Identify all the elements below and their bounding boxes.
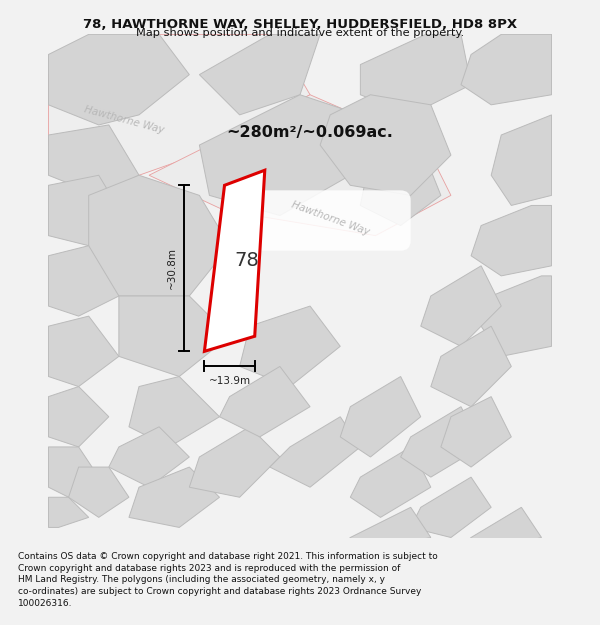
Polygon shape — [239, 306, 340, 386]
Polygon shape — [49, 316, 119, 386]
Polygon shape — [401, 407, 481, 477]
Polygon shape — [199, 95, 361, 216]
Polygon shape — [350, 447, 431, 518]
Polygon shape — [68, 467, 129, 518]
Polygon shape — [431, 326, 511, 407]
Polygon shape — [119, 296, 230, 376]
Polygon shape — [49, 498, 89, 528]
Polygon shape — [49, 34, 310, 175]
Text: Hawthorne Way: Hawthorne Way — [290, 199, 371, 237]
Polygon shape — [49, 34, 190, 125]
Polygon shape — [205, 170, 265, 351]
Text: Contains OS data © Crown copyright and database right 2021. This information is : Contains OS data © Crown copyright and d… — [18, 552, 438, 608]
Polygon shape — [89, 175, 230, 296]
Polygon shape — [190, 427, 280, 498]
Polygon shape — [461, 34, 551, 105]
Polygon shape — [199, 34, 320, 115]
Polygon shape — [471, 206, 551, 276]
Text: Hawthorne Way: Hawthorne Way — [83, 104, 165, 136]
Polygon shape — [109, 427, 190, 488]
Polygon shape — [49, 175, 129, 246]
Text: Map shows position and indicative extent of the property.: Map shows position and indicative extent… — [136, 28, 464, 38]
Polygon shape — [49, 125, 139, 196]
Polygon shape — [461, 508, 542, 548]
Polygon shape — [49, 246, 119, 316]
Polygon shape — [320, 95, 451, 196]
Text: 78, HAWTHORNE WAY, SHELLEY, HUDDERSFIELD, HD8 8PX: 78, HAWTHORNE WAY, SHELLEY, HUDDERSFIELD… — [83, 18, 517, 31]
Polygon shape — [481, 276, 551, 356]
Polygon shape — [49, 386, 109, 447]
Polygon shape — [49, 447, 99, 498]
Text: 78: 78 — [235, 251, 260, 270]
Polygon shape — [491, 115, 551, 206]
Polygon shape — [361, 145, 441, 226]
Polygon shape — [149, 95, 451, 236]
Polygon shape — [340, 376, 421, 457]
Polygon shape — [421, 266, 501, 346]
Polygon shape — [340, 508, 431, 548]
Text: ~280m²/~0.069ac.: ~280m²/~0.069ac. — [227, 125, 394, 140]
FancyBboxPatch shape — [250, 191, 410, 251]
Text: ~13.9m: ~13.9m — [209, 376, 251, 386]
Polygon shape — [129, 467, 220, 528]
Polygon shape — [129, 376, 220, 447]
Polygon shape — [441, 397, 511, 467]
Polygon shape — [220, 366, 310, 437]
Polygon shape — [410, 477, 491, 538]
Text: ~30.8m: ~30.8m — [167, 248, 177, 289]
Polygon shape — [270, 417, 361, 488]
Polygon shape — [361, 34, 471, 115]
